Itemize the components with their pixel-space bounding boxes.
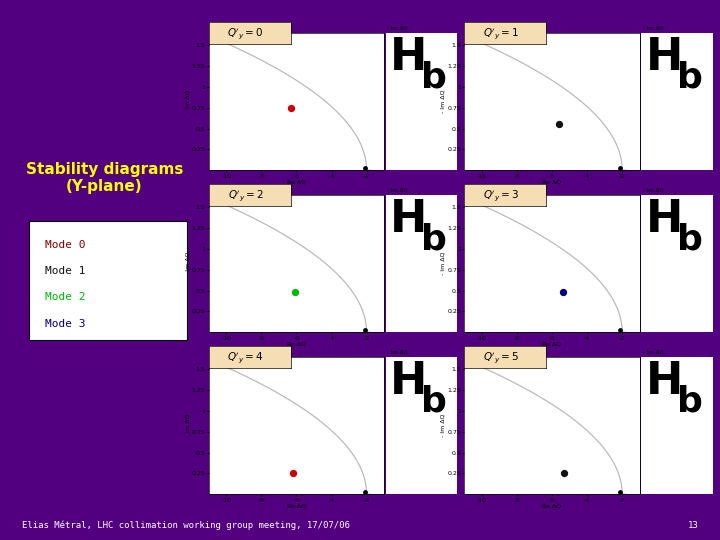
X-axis label: Re ΔQ: Re ΔQ — [287, 342, 306, 347]
Text: - Im ΔQ: - Im ΔQ — [387, 349, 408, 354]
Point — [615, 163, 626, 172]
Point — [559, 469, 570, 478]
Point — [615, 325, 626, 334]
Y-axis label: - Im ΔQ: - Im ΔQ — [441, 414, 446, 437]
X-axis label: Re ΔQ: Re ΔQ — [542, 504, 562, 509]
X-axis label: Re ΔQ: Re ΔQ — [542, 180, 562, 185]
X-axis label: Re ΔQ: Re ΔQ — [542, 342, 562, 347]
Text: $\mathbf{b}$: $\mathbf{b}$ — [420, 222, 446, 256]
Text: - Im ΔQ: - Im ΔQ — [642, 187, 663, 192]
Text: $\mathbf{H}$: $\mathbf{H}$ — [644, 198, 680, 241]
Y-axis label: - Im ΔQ: - Im ΔQ — [441, 252, 446, 275]
Text: $\mathbf{H}$: $\mathbf{H}$ — [644, 36, 680, 79]
Point — [285, 104, 297, 112]
Point — [359, 325, 371, 334]
Point — [359, 487, 371, 496]
Text: $\mathbf{H}$: $\mathbf{H}$ — [389, 360, 424, 403]
Text: $\mathbf{H}$: $\mathbf{H}$ — [389, 198, 424, 241]
Text: $\mathbf{b}$: $\mathbf{b}$ — [675, 384, 702, 418]
Text: Elias Métral, LHC collimation working group meeting, 17/07/06: Elias Métral, LHC collimation working gr… — [22, 521, 349, 530]
Text: Mode 0: Mode 0 — [45, 240, 85, 250]
Text: $\mathbf{H}$: $\mathbf{H}$ — [389, 36, 424, 79]
Point — [615, 487, 626, 496]
Text: $Q'_y = 4$: $Q'_y = 4$ — [228, 350, 264, 365]
Point — [289, 288, 300, 296]
Point — [557, 288, 568, 296]
Text: $Q'_y = 2$: $Q'_y = 2$ — [228, 188, 264, 203]
Text: 13: 13 — [688, 521, 698, 530]
Y-axis label: - Im ΔQ: - Im ΔQ — [185, 252, 190, 275]
X-axis label: Re ΔQ: Re ΔQ — [287, 504, 306, 509]
Text: Mode 1: Mode 1 — [45, 266, 85, 276]
Text: $\mathbf{b}$: $\mathbf{b}$ — [420, 60, 446, 94]
X-axis label: Re ΔQ: Re ΔQ — [287, 180, 306, 185]
Y-axis label: - Im ΔQ: - Im ΔQ — [185, 90, 190, 113]
Point — [359, 163, 371, 172]
Text: $\mathbf{b}$: $\mathbf{b}$ — [420, 384, 446, 418]
Text: - Im ΔQ: - Im ΔQ — [387, 25, 408, 30]
Text: $\mathbf{b}$: $\mathbf{b}$ — [675, 222, 702, 256]
Y-axis label: - Im ΔQ: - Im ΔQ — [441, 90, 446, 113]
Point — [553, 120, 564, 129]
Text: $Q'_y = 0$: $Q'_y = 0$ — [228, 26, 264, 41]
Text: $Q'_y = 3$: $Q'_y = 3$ — [483, 188, 519, 203]
Text: - Im ΔQ: - Im ΔQ — [642, 25, 663, 30]
Text: Mode 3: Mode 3 — [45, 319, 85, 328]
Text: $\mathbf{H}$: $\mathbf{H}$ — [644, 360, 680, 403]
Text: Mode 2: Mode 2 — [45, 293, 85, 302]
Y-axis label: - Im ΔQ: - Im ΔQ — [185, 414, 190, 437]
Text: - Im ΔQ: - Im ΔQ — [642, 349, 663, 354]
Point — [287, 469, 299, 478]
Text: $\mathbf{b}$: $\mathbf{b}$ — [675, 60, 702, 94]
Text: - Im ΔQ: - Im ΔQ — [387, 187, 408, 192]
Text: $Q'_y = 5$: $Q'_y = 5$ — [483, 350, 519, 365]
Text: Stability diagrams
(Y-plane): Stability diagrams (Y-plane) — [26, 162, 183, 194]
Text: $Q'_y = 1$: $Q'_y = 1$ — [483, 26, 519, 41]
